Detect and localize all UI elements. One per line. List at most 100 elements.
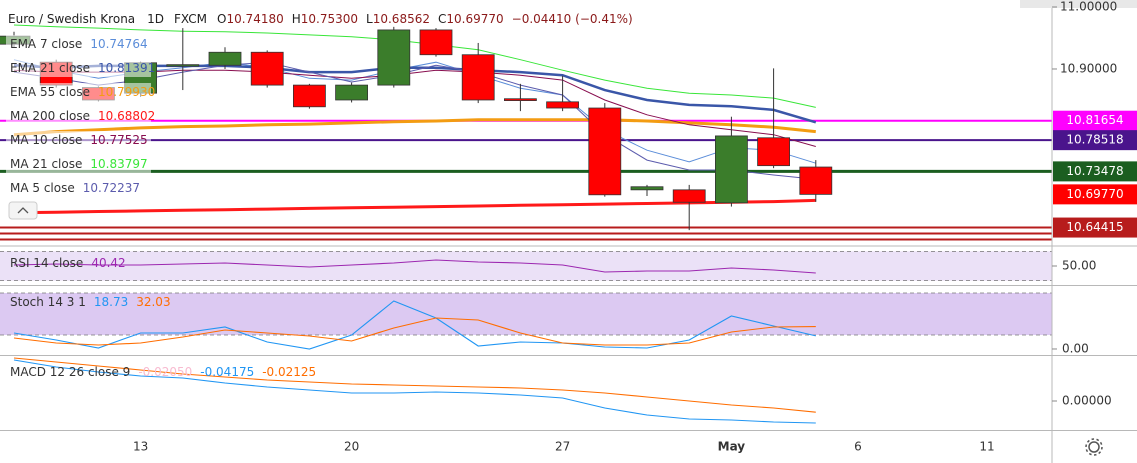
legend-value: 32.03 (136, 295, 170, 309)
indicator-line (13, 317, 816, 346)
ohlc-key: H (292, 12, 301, 26)
legend-name: MA 200 close (10, 109, 90, 123)
candle-body (208, 51, 242, 66)
legend-backdrop (6, 131, 151, 149)
legend-entry: MA 10 close 10.77525 (10, 133, 148, 147)
legend-backdrop (6, 35, 151, 53)
ohlc-key: L (366, 12, 373, 26)
legend-name: EMA 7 close (10, 37, 82, 51)
y-tick-label: 50.00 (1062, 259, 1096, 273)
ohlc-key: O (217, 12, 226, 26)
legend-value: 10.81391 (98, 61, 155, 75)
legend-name: MA 10 close (10, 133, 82, 147)
legend-entry: Stoch 14 3 1 18.73 32.03 (10, 295, 171, 309)
toolbar-button[interactable] (1020, 0, 1137, 8)
price-label-box (1053, 110, 1137, 131)
candle-body (799, 166, 833, 195)
legend-entry: MA 5 close 10.72237 (10, 181, 140, 195)
legend-value: 40.42 (91, 256, 125, 270)
price-label: 10.81654 (1066, 113, 1123, 127)
candle-body (672, 189, 706, 203)
candle-body (461, 54, 495, 101)
candle-body (630, 186, 664, 191)
legend-backdrop (6, 83, 151, 101)
candle-body (419, 29, 453, 56)
change: −0.04410 (−0.41%) (512, 12, 633, 26)
legend-entry: MA 200 close 10.68802 (10, 109, 155, 123)
legend-value: 10.77525 (90, 133, 147, 147)
candle-body (250, 51, 284, 86)
moving-average-line (13, 198, 816, 215)
ohlc-value: 10.68562 (373, 12, 430, 26)
legend-value: 10.72237 (83, 181, 140, 195)
time-tick-label: 20 (344, 440, 359, 454)
price-label-box (1053, 161, 1137, 182)
candle-body (715, 135, 748, 204)
candle-body (546, 101, 579, 109)
candle-body (588, 107, 622, 196)
price-tick-label: 11.00000 (1060, 0, 1117, 14)
ohlc-value: 10.74180 (226, 12, 283, 26)
moving-average-line (13, 24, 816, 108)
collapse-icon[interactable] (17, 207, 29, 214)
legend-entry: RSI 14 close 40.42 (10, 256, 126, 270)
legend-name: MA 21 close (10, 157, 82, 171)
legend-entry: MACD 12 26 close 9 -0.02050 -0.04175 -0.021… (10, 365, 316, 379)
ohlc-value: 10.75300 (301, 12, 358, 26)
collapse-button[interactable] (8, 201, 38, 220)
legend-name: Stoch 14 3 1 (10, 295, 86, 309)
indicator-band (0, 251, 1052, 281)
collapse-button-box[interactable] (8, 201, 38, 220)
moving-average-line (13, 118, 816, 137)
legend-value: -0.02050 (138, 365, 192, 379)
ohlc-key: C (438, 12, 446, 26)
settings-button[interactable] (1085, 438, 1103, 456)
price-label-box (1053, 130, 1137, 151)
candle-body (292, 84, 326, 108)
legend-entry: EMA 55 close 10.79930 (10, 85, 155, 99)
legend-entry: EMA 7 close 10.74764 (10, 37, 148, 51)
legend-entry: EMA 21 close 10.81391 (10, 61, 155, 75)
indicator-line (13, 300, 816, 350)
price-label: 10.64415 (1066, 220, 1123, 234)
legend-name: MA 5 close (10, 181, 75, 195)
indicator-line (13, 359, 816, 424)
legend-backdrop (6, 59, 151, 77)
legend-name: EMA 21 close (10, 61, 90, 75)
legend-name: MACD 12 26 close 9 (10, 365, 130, 379)
price-label: 10.69770 (1066, 187, 1123, 201)
ohlc-value: 10.69770 (446, 12, 503, 26)
price-label: 10.73478 (1066, 164, 1123, 178)
legend-backdrop (6, 107, 151, 125)
symbol-header: Euro / Swedish Krona 1D FXCM O10.74180 H10.7… (8, 12, 633, 26)
legend-value: 18.73 (94, 295, 128, 309)
candle-body (503, 98, 537, 101)
legend-value: -0.02125 (262, 365, 316, 379)
time-tick-label: 27 (555, 440, 570, 454)
price-label: 10.78518 (1066, 133, 1123, 147)
gear-icon[interactable] (1088, 441, 1100, 453)
gear-teeth[interactable] (1085, 438, 1103, 456)
indicator-line (13, 357, 816, 413)
source: FXCM (174, 12, 207, 26)
price-label-box (1053, 184, 1137, 205)
indicator-band (0, 292, 1052, 335)
y-tick-label: 0.00000 (1062, 394, 1112, 408)
price-label-box (1053, 217, 1137, 238)
legend-value: -0.04175 (200, 365, 254, 379)
legend-name: RSI 14 close (10, 256, 83, 270)
candle-body (166, 64, 200, 67)
legend-name: EMA 55 close (10, 85, 90, 99)
symbol-name: Euro / Swedish Krona (8, 12, 135, 26)
legend-backdrop (6, 155, 151, 173)
time-tick-label: 6 (854, 440, 862, 454)
panes (0, 24, 1052, 424)
legend-backdrop (6, 179, 151, 197)
candle-body (335, 84, 369, 101)
legend-value: 10.79930 (98, 85, 155, 99)
legend-entry: MA 21 close 10.83797 (10, 157, 148, 171)
indicator-line (13, 259, 816, 274)
y-tick-label: 0.00 (1062, 341, 1089, 355)
price-tick-label: 10.90000 (1060, 61, 1117, 75)
